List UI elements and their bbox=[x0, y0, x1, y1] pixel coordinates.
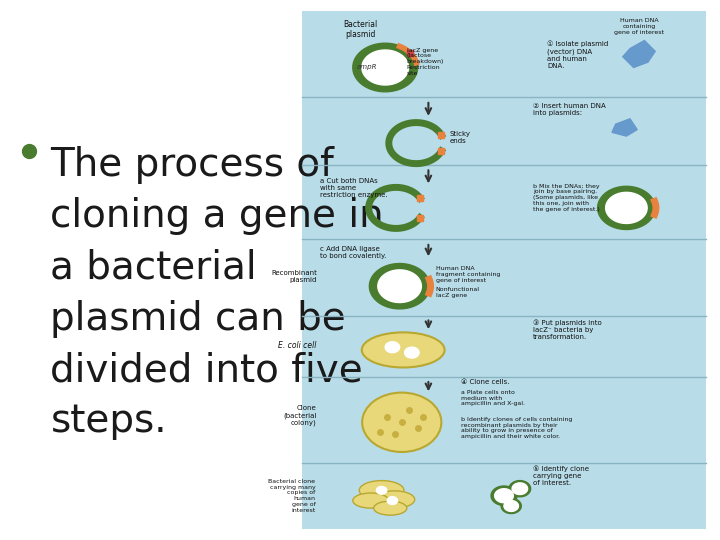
Text: Bacterial
plasmid: Bacterial plasmid bbox=[343, 20, 377, 39]
Text: a Plate cells onto
medium with
ampicillin and X-gal.: a Plate cells onto medium with ampicilli… bbox=[461, 390, 525, 407]
Polygon shape bbox=[504, 501, 518, 511]
Text: cloning a gene in: cloning a gene in bbox=[50, 197, 384, 235]
Polygon shape bbox=[385, 495, 400, 506]
Text: b Mix the DNAs; they
join by base pairing.
(Some plasmids, like
this one, join w: b Mix the DNAs; they join by base pairin… bbox=[533, 184, 600, 212]
Polygon shape bbox=[491, 486, 517, 505]
Text: E. coli cell: E. coli cell bbox=[279, 341, 317, 350]
Polygon shape bbox=[623, 40, 655, 68]
Text: lacZ gene
(lactose
breakdown)
Restriction
site: lacZ gene (lactose breakdown) Restrictio… bbox=[407, 48, 444, 76]
Text: ④ Clone cells.: ④ Clone cells. bbox=[461, 379, 509, 385]
Polygon shape bbox=[377, 487, 387, 494]
Text: a bacterial: a bacterial bbox=[50, 248, 257, 286]
Polygon shape bbox=[612, 119, 637, 136]
Text: b Identify clones of cells containing
recombinant plasmids by their
ability to g: b Identify clones of cells containing re… bbox=[461, 417, 572, 439]
Text: Nonfunctional
lacZ gene: Nonfunctional lacZ gene bbox=[436, 287, 480, 298]
Text: plasmid can be: plasmid can be bbox=[50, 300, 346, 338]
Polygon shape bbox=[374, 485, 389, 496]
Polygon shape bbox=[495, 489, 513, 503]
Text: Sticky
ends: Sticky ends bbox=[450, 131, 471, 144]
Polygon shape bbox=[369, 264, 430, 309]
Text: ② Insert human DNA
into plasmids:: ② Insert human DNA into plasmids: bbox=[533, 103, 606, 116]
Ellipse shape bbox=[374, 491, 415, 508]
Ellipse shape bbox=[362, 332, 445, 368]
Circle shape bbox=[362, 393, 441, 452]
Polygon shape bbox=[378, 270, 421, 302]
Polygon shape bbox=[362, 50, 408, 85]
Polygon shape bbox=[405, 347, 419, 358]
Ellipse shape bbox=[374, 501, 407, 515]
Text: Bacterial clone
carrying many
copies of
human
gene of
interest: Bacterial clone carrying many copies of … bbox=[269, 479, 315, 512]
Polygon shape bbox=[501, 498, 521, 514]
Polygon shape bbox=[512, 483, 528, 495]
Text: The process of: The process of bbox=[50, 146, 334, 184]
Polygon shape bbox=[509, 481, 531, 497]
Text: ① Isolate plasmid
(vector) DNA
and human
DNA.: ① Isolate plasmid (vector) DNA and human… bbox=[547, 40, 608, 69]
Text: Clone
(bacterial
colony): Clone (bacterial colony) bbox=[284, 406, 317, 426]
Text: divided into five: divided into five bbox=[50, 351, 363, 389]
Text: Human DNA
containing
gene of interest: Human DNA containing gene of interest bbox=[614, 18, 665, 35]
Ellipse shape bbox=[353, 493, 389, 508]
Polygon shape bbox=[606, 192, 647, 224]
Text: c Add DNA ligase
to bond covalently.: c Add DNA ligase to bond covalently. bbox=[320, 246, 387, 259]
Polygon shape bbox=[387, 497, 397, 504]
Ellipse shape bbox=[359, 481, 404, 500]
Polygon shape bbox=[598, 186, 655, 230]
FancyBboxPatch shape bbox=[302, 11, 706, 529]
Text: steps.: steps. bbox=[50, 402, 167, 440]
Polygon shape bbox=[353, 43, 418, 92]
Text: ⑤ Identify clone
carrying gene
of interest.: ⑤ Identify clone carrying gene of intere… bbox=[533, 465, 589, 486]
Text: Human DNA
fragment containing
gene of interest: Human DNA fragment containing gene of in… bbox=[436, 266, 500, 282]
Text: a Cut both DNAs
with same
restriction enzyme.: a Cut both DNAs with same restriction en… bbox=[320, 178, 388, 198]
Text: ③ Put plasmids into
lacZ⁻ bacteria by
transformation.: ③ Put plasmids into lacZ⁻ bacteria by tr… bbox=[533, 320, 601, 340]
Text: ampR: ampR bbox=[357, 64, 377, 71]
Text: Recombinant
plasmid: Recombinant plasmid bbox=[271, 270, 317, 283]
Polygon shape bbox=[402, 345, 422, 360]
Polygon shape bbox=[382, 340, 402, 355]
Polygon shape bbox=[385, 342, 400, 353]
